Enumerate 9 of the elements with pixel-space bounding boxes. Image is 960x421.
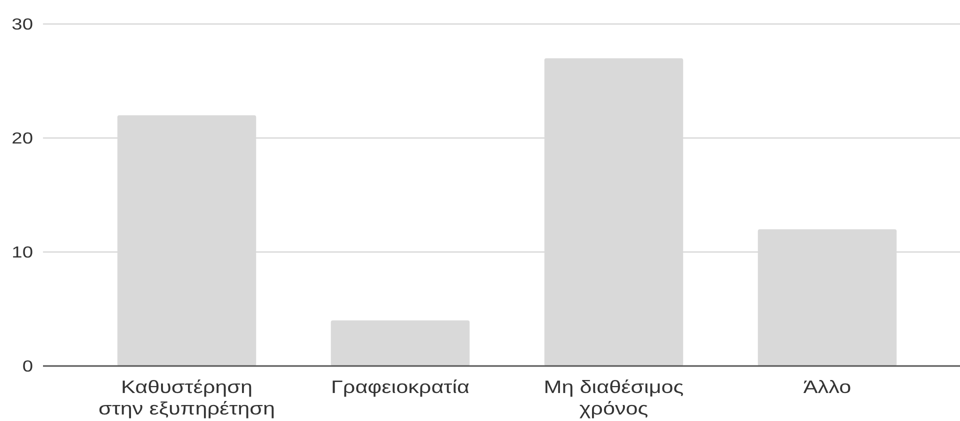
x-tick-label: Άλλο (803, 378, 852, 398)
bar (330, 320, 470, 366)
y-tick-label: 10 (12, 243, 34, 262)
x-tick-label: Γραφειοκρατία (331, 378, 470, 398)
y-tick-label: 0 (22, 357, 34, 376)
x-tick-label: Καθυστέρηση στην εξυπηρέτηση (98, 378, 275, 420)
y-tick-label: 20 (12, 129, 34, 148)
y-tick-label: 30 (12, 15, 34, 34)
x-tick-label: Μη διαθέσιμος χρόνος (544, 378, 684, 420)
